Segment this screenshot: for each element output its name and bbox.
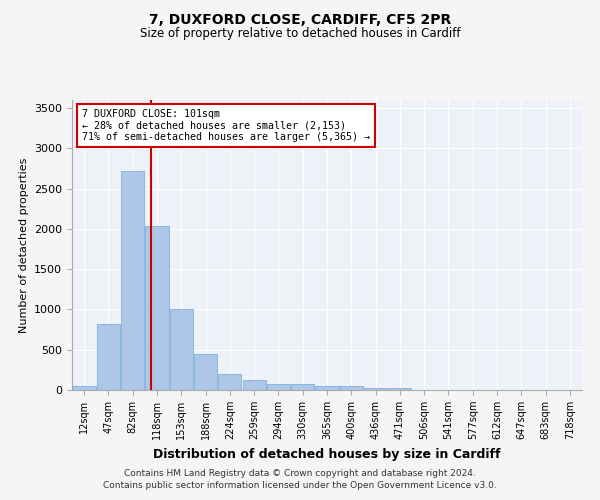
Bar — [145, 226, 169, 390]
Bar — [194, 354, 217, 390]
Text: 7, DUXFORD CLOSE, CARDIFF, CF5 2PR: 7, DUXFORD CLOSE, CARDIFF, CF5 2PR — [149, 12, 451, 26]
Bar — [218, 374, 241, 390]
Bar — [340, 386, 363, 390]
Bar — [73, 386, 95, 390]
Bar — [170, 310, 193, 390]
Text: Contains public sector information licensed under the Open Government Licence v3: Contains public sector information licen… — [103, 481, 497, 490]
Bar — [121, 171, 144, 390]
Text: 7 DUXFORD CLOSE: 101sqm
← 28% of detached houses are smaller (2,153)
71% of semi: 7 DUXFORD CLOSE: 101sqm ← 28% of detache… — [82, 108, 370, 142]
X-axis label: Distribution of detached houses by size in Cardiff: Distribution of detached houses by size … — [153, 448, 501, 460]
Bar — [97, 324, 120, 390]
Bar — [316, 386, 338, 390]
Bar — [364, 388, 387, 390]
Bar — [291, 384, 314, 390]
Bar — [242, 380, 266, 390]
Text: Size of property relative to detached houses in Cardiff: Size of property relative to detached ho… — [140, 28, 460, 40]
Text: Contains HM Land Registry data © Crown copyright and database right 2024.: Contains HM Land Registry data © Crown c… — [124, 468, 476, 477]
Bar — [388, 388, 412, 390]
Bar — [267, 384, 290, 390]
Y-axis label: Number of detached properties: Number of detached properties — [19, 158, 29, 332]
